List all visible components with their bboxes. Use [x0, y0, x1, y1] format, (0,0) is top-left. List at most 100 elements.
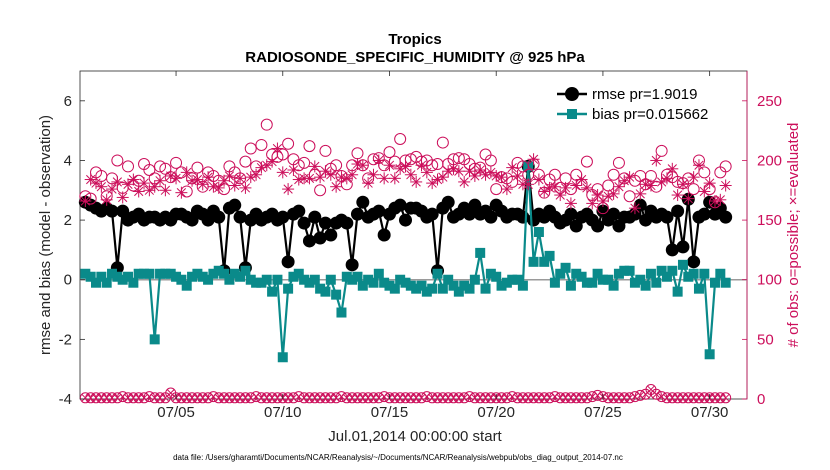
bias-point	[549, 277, 560, 288]
evaluated-obs-point	[202, 171, 215, 184]
rmse-point	[393, 198, 407, 212]
asterisk-stroke	[118, 192, 128, 203]
evaluated-obs-point	[138, 177, 151, 190]
asterisk-stroke	[475, 165, 485, 175]
bias-point	[256, 277, 267, 288]
asterisk-stroke	[448, 164, 459, 174]
bias-point	[475, 247, 486, 258]
bias-point	[235, 271, 246, 282]
bias-point	[699, 268, 710, 279]
rmse-point	[665, 243, 679, 257]
asterisk-stroke	[496, 172, 507, 182]
bias-point	[389, 283, 400, 294]
rmse-point	[276, 210, 290, 224]
low-obs-cross	[721, 393, 730, 402]
low-obs-circle	[501, 392, 513, 404]
low-obs-point	[720, 392, 732, 404]
bias-point	[176, 274, 187, 285]
rmse-point	[564, 207, 578, 221]
bias-point	[155, 268, 166, 279]
evaluated-obs-point	[564, 197, 577, 210]
bias-point	[149, 334, 160, 345]
rmse-point	[356, 195, 370, 209]
asterisk-stroke	[715, 195, 725, 205]
rmse-point	[441, 195, 455, 209]
low-obs-point	[650, 388, 662, 400]
evaluated-obs-point	[271, 142, 284, 155]
asterisk-stroke	[422, 167, 432, 178]
possible-obs-point	[623, 190, 636, 203]
possible-obs-point	[394, 132, 407, 145]
bias-point	[261, 274, 272, 285]
bias-point	[485, 268, 496, 279]
evaluated-obs-point	[362, 177, 375, 190]
asterisk-stroke	[107, 184, 117, 194]
asterisk-stroke	[91, 178, 101, 188]
evaluated-obs-point	[415, 159, 428, 172]
asterisk-stroke	[278, 167, 288, 178]
bias-point	[229, 268, 240, 279]
y-tick-label: -2	[59, 331, 72, 348]
asterisk-stroke	[139, 178, 149, 188]
footnote: data file: /Users/gharamti/Documents/NCA…	[173, 453, 623, 462]
evaluated-obs-point	[250, 168, 263, 181]
possible-obs-point	[612, 156, 625, 169]
bias-point	[165, 268, 176, 279]
possible-obs-point	[580, 155, 593, 168]
asterisk-stroke	[198, 179, 208, 189]
evaluated-obs-point	[420, 166, 433, 179]
rmse-point	[398, 213, 412, 227]
low-obs-circle	[138, 392, 150, 404]
bias-point	[608, 280, 619, 291]
evaluated-obs-point	[346, 168, 359, 181]
evaluated-obs-point	[559, 181, 572, 194]
possible-obs-point	[260, 118, 273, 131]
evaluated-obs-point	[100, 193, 113, 206]
evaluated-obs-point	[260, 159, 273, 172]
asterisk-stroke	[390, 173, 400, 183]
bias-point	[656, 265, 667, 276]
bias-point	[667, 265, 678, 276]
bias-point	[192, 268, 203, 279]
asterisk-stroke	[342, 173, 352, 183]
asterisk-stroke	[235, 173, 245, 183]
rmse-point	[324, 228, 338, 242]
asterisk-stroke	[230, 180, 240, 191]
evaluated-obs-point	[308, 160, 321, 173]
asterisk-stroke	[587, 198, 597, 209]
rmse-point	[345, 258, 359, 272]
bias-point	[251, 277, 262, 288]
low-obs-circle	[330, 392, 342, 404]
asterisk-stroke	[619, 176, 629, 186]
evaluated-obs-point	[714, 193, 727, 206]
asterisk-stroke	[406, 170, 416, 180]
asterisk-stroke	[646, 180, 656, 191]
bias-point	[459, 280, 470, 291]
bias-point	[320, 286, 331, 297]
bias-point	[267, 286, 278, 297]
rmse-point	[318, 216, 332, 230]
asterisk-stroke	[272, 143, 283, 154]
rmse-point	[233, 210, 247, 224]
bias-point	[107, 268, 118, 279]
low-obs-circle	[143, 391, 155, 403]
y2-tick-label: 150	[757, 212, 782, 229]
asterisk-stroke	[160, 185, 171, 195]
rmse-point	[350, 207, 364, 221]
low-obs-circle	[629, 391, 641, 403]
evaluated-obs-point	[122, 178, 135, 191]
asterisk-stroke	[523, 179, 533, 189]
asterisk-stroke	[86, 174, 96, 185]
tick-layer: -4 -2 0 2 4 6 0 50 100 150 200 250 07/05 07/10 07/15 07…	[59, 71, 782, 421]
bias-point	[181, 280, 192, 291]
asterisk-stroke	[320, 166, 331, 176]
y-tick-label: 2	[64, 212, 72, 229]
bias-point	[507, 274, 518, 285]
asterisk-stroke	[240, 183, 251, 193]
bias-point	[240, 265, 251, 276]
bias-point	[464, 283, 475, 294]
asterisk-stroke	[134, 186, 144, 197]
bias-point	[213, 265, 224, 276]
evaluated-obs-point	[554, 189, 567, 202]
asterisk-stroke	[112, 177, 123, 187]
